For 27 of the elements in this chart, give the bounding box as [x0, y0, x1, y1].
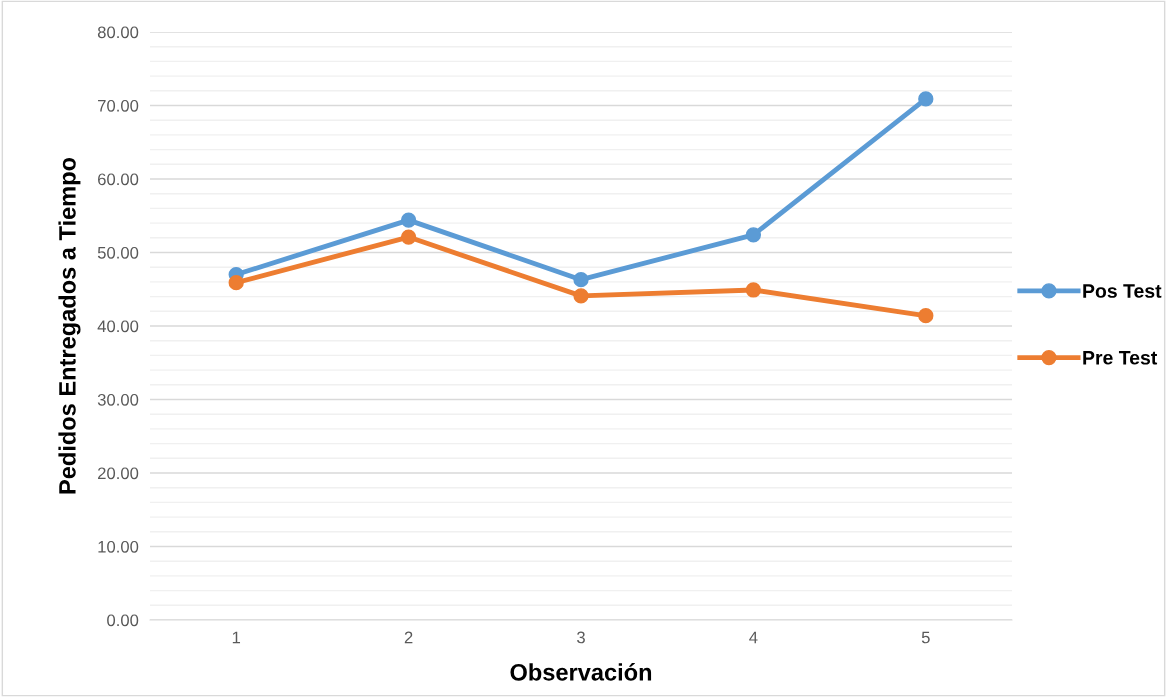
point [918, 91, 934, 107]
x-tick-label: 1 [232, 631, 241, 644]
x-axis-title: Observación [510, 663, 652, 681]
legend-label: Pre Test [1083, 351, 1158, 365]
y-tick-label: 60.00 [98, 173, 139, 186]
y-tick-label: 0.00 [107, 614, 139, 627]
y-axis-title: Pedidos Entregados a Tiempo [58, 157, 81, 494]
point [400, 212, 417, 228]
point [400, 229, 417, 245]
y-tick-label: 40.00 [97, 320, 139, 333]
y-tick-label: 50.00 [97, 246, 139, 259]
point [573, 288, 589, 304]
legend-label: Pos Test [1083, 284, 1162, 298]
x-tick-label: 4 [749, 631, 758, 644]
y-tick-label: 30.00 [97, 393, 139, 406]
point [745, 282, 762, 298]
y-tick-label: 70.00 [98, 99, 139, 112]
x-tick-label: 3 [577, 631, 585, 644]
y-tick-label: 20.00 [98, 467, 139, 480]
point [745, 227, 762, 243]
point [228, 274, 244, 291]
x-tick-label: 2 [404, 631, 413, 644]
x-tick-label: 5 [921, 631, 930, 644]
y-tick-label: 10.00 [98, 540, 139, 553]
y-tick-label: 80.00 [97, 26, 139, 39]
point [918, 308, 934, 324]
point [573, 272, 589, 288]
